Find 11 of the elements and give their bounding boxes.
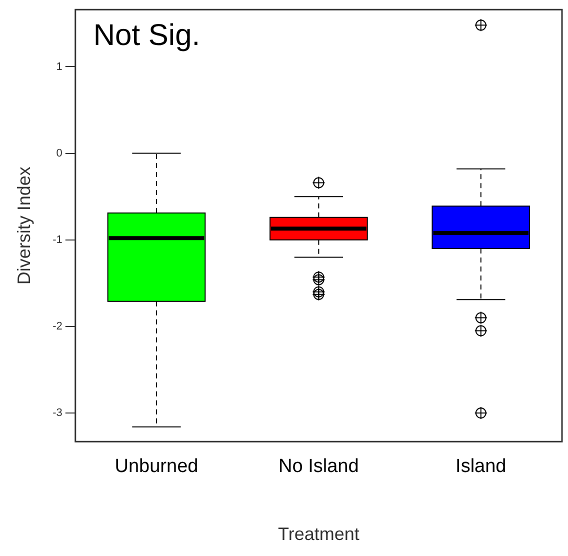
- y-tick-label: 1: [56, 60, 62, 73]
- y-tick-label: -1: [52, 234, 62, 246]
- y-tick-label: -2: [52, 320, 62, 332]
- x-tick-label: Island: [456, 456, 506, 478]
- annotation: Not Sig.: [93, 18, 200, 52]
- y-tick-label: 0: [56, 147, 62, 160]
- x-tick-label: No Island: [278, 456, 359, 478]
- y-tick-label: -3: [52, 407, 62, 420]
- x-axis-title: Treatment: [278, 524, 360, 544]
- y-axis-title: Diversity Index: [14, 166, 34, 285]
- x-tick-label: Unburned: [114, 456, 198, 478]
